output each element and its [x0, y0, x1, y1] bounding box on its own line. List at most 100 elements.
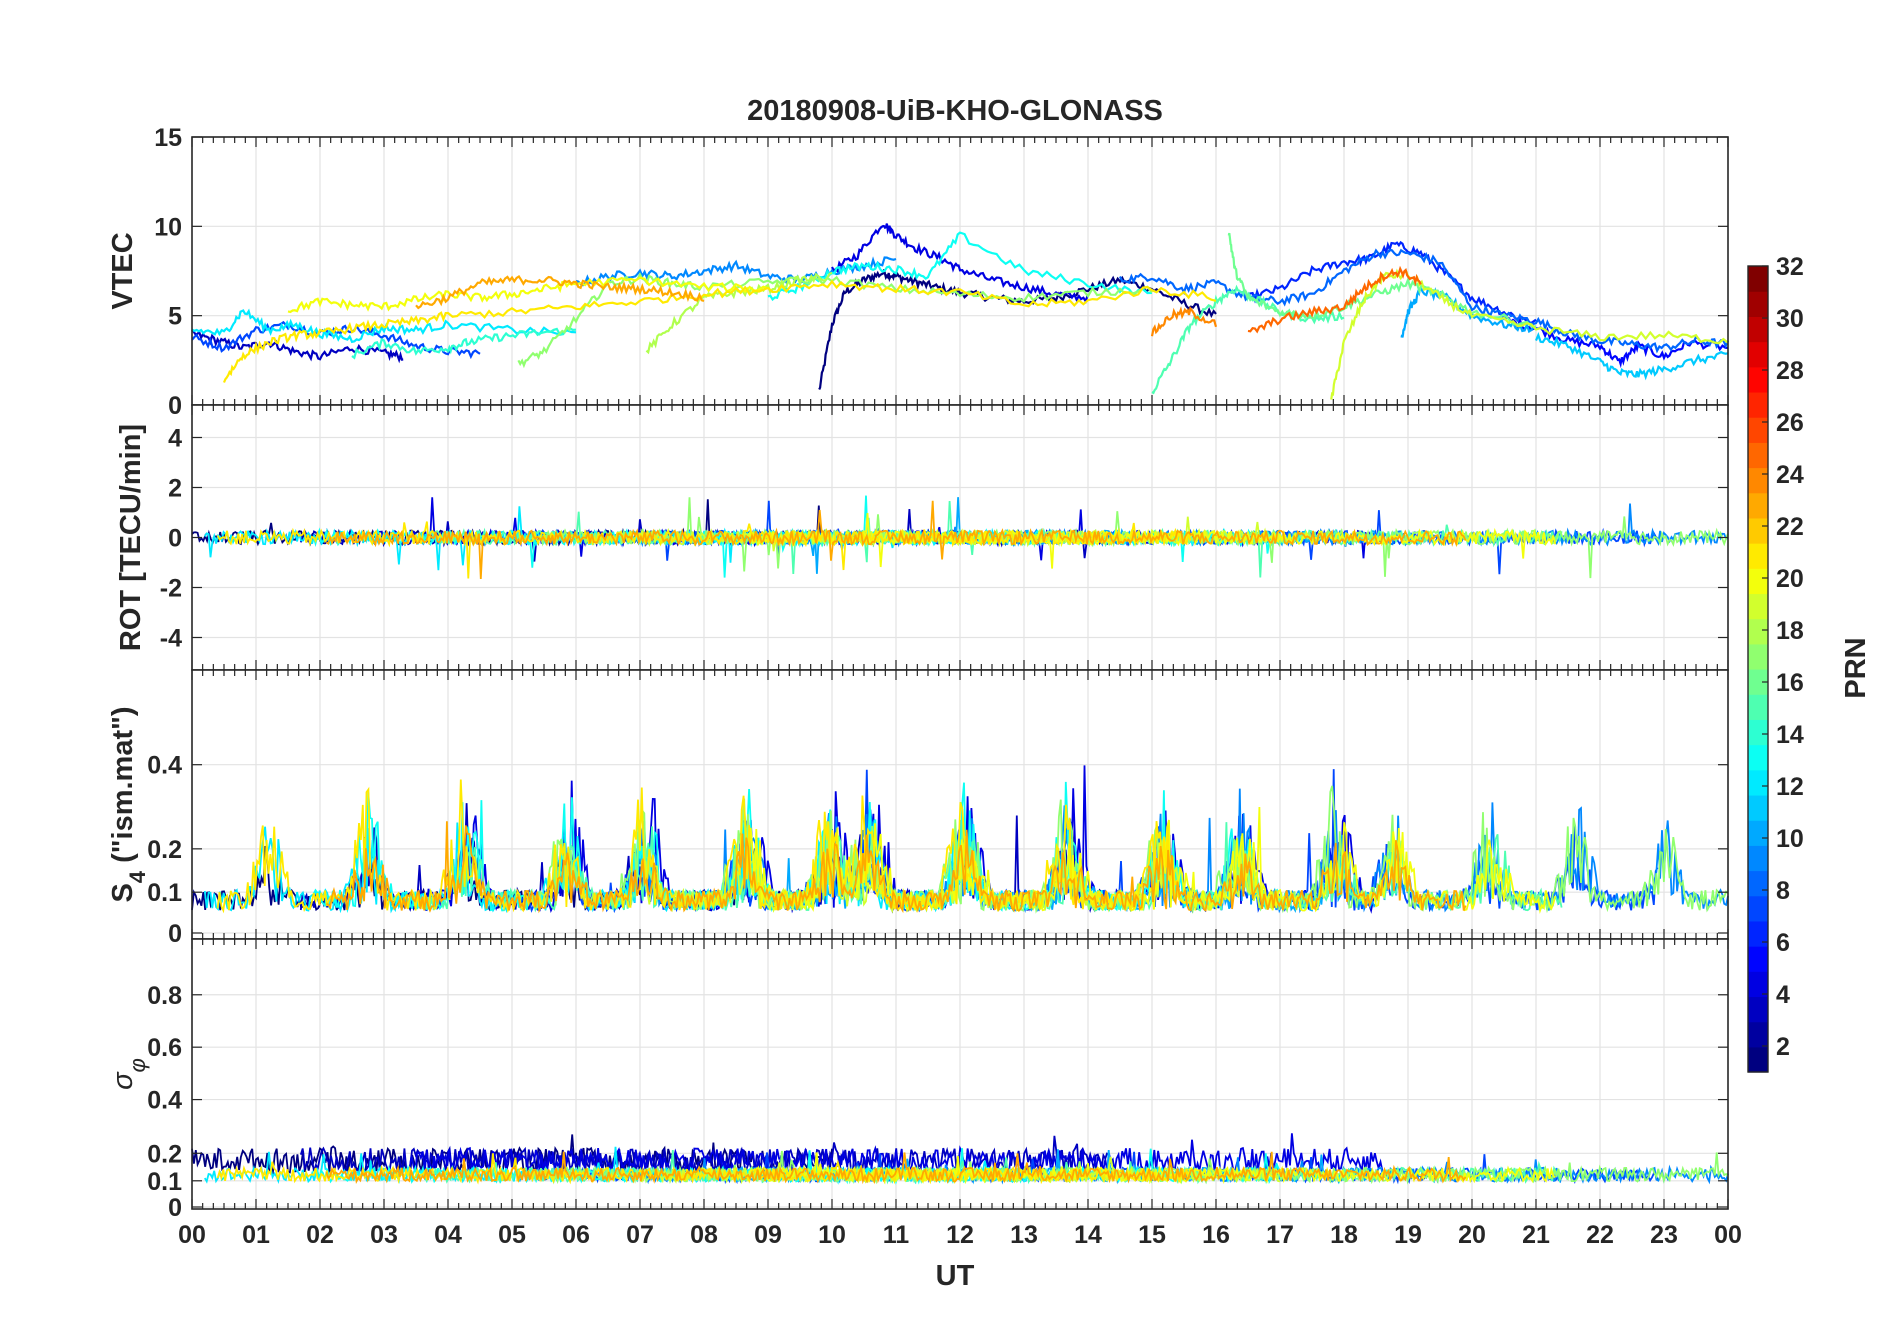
series-group	[191, 1133, 1729, 1185]
y-tick-label: 0	[168, 1194, 182, 1222]
series-prn-25	[1247, 265, 1422, 334]
colorbar-segment	[1748, 895, 1768, 922]
colorbar-tick-label: 10	[1776, 825, 1804, 853]
y-tick-label: 0	[168, 525, 182, 553]
x-tick-label: 18	[1330, 1221, 1358, 1249]
colorbar-segment	[1748, 946, 1768, 972]
colorbar-tick-label: 30	[1776, 305, 1804, 333]
colorbar-segment	[1748, 341, 1768, 368]
x-tick-label: 22	[1586, 1221, 1614, 1249]
y-axis-label: S4 ("ism.mat")	[107, 706, 150, 902]
chart-title: 20180908-UiB-KHO-GLONASS	[747, 95, 1163, 127]
y-tick-label: 5	[168, 303, 182, 331]
colorbar-segment	[1748, 1021, 1768, 1048]
colorbar-segment	[1748, 971, 1768, 998]
series-prn-23	[325, 1151, 1467, 1185]
colorbar-tick-label: 20	[1776, 565, 1804, 593]
series-prn-12	[191, 308, 577, 344]
x-tick-label: 11	[883, 1221, 910, 1249]
colorbar-segment	[1748, 845, 1768, 872]
colorbar-segment	[1748, 1046, 1768, 1073]
panel-2: -4 -2 0 2 4 ROT [TECU/min]	[115, 404, 1729, 671]
colorbar-segment	[1748, 643, 1768, 670]
y-tick-label: 10	[154, 213, 182, 241]
tick-marks	[191, 670, 1729, 939]
colorbar-segment	[1748, 517, 1768, 544]
colorbar-tick-label: 24	[1776, 461, 1804, 489]
series-prn-3	[191, 328, 404, 364]
colorbar-tick-label: 32	[1776, 253, 1804, 281]
x-tick-label: 05	[498, 1221, 526, 1249]
y-tick-label: 0.2	[147, 836, 182, 864]
panel-3: 0 0.1 0.2 0.4S4 ("ism.mat")	[107, 669, 1729, 948]
tick-marks	[191, 939, 1729, 1209]
colorbar-segment	[1748, 492, 1768, 519]
y-tick-label: 0.4	[147, 752, 182, 780]
colorbar-segment	[1748, 694, 1768, 720]
panel-4: 00.10.2 0.4 0.6 0.8 σφ	[107, 938, 1729, 1222]
colorbar-segment	[1748, 744, 1768, 771]
colorbar-tick-label: 8	[1776, 877, 1790, 905]
y-tick-label: 0.4	[147, 1087, 182, 1115]
tick-marks	[191, 405, 1729, 670]
x-tick-label: 08	[690, 1221, 718, 1249]
colorbar-segment	[1748, 467, 1768, 494]
x-tick-label: 19	[1394, 1221, 1422, 1249]
series-group	[191, 223, 1729, 400]
x-tick-label: 03	[370, 1221, 398, 1249]
colorbar-tick-label: 12	[1776, 773, 1804, 801]
colorbar-tick-label: 16	[1776, 669, 1804, 697]
colorbar-segment	[1748, 593, 1768, 620]
y-tick-label: -4	[160, 625, 182, 653]
y-axis-label: VTEC	[107, 232, 139, 309]
series-prn-1	[818, 269, 1217, 390]
y-tick-label: 0.6	[147, 1034, 182, 1062]
panel-1: 0 5 10 15 VTEC	[107, 124, 1729, 420]
colorbar-segment	[1748, 920, 1768, 947]
x-tick-label: 23	[1650, 1221, 1678, 1249]
y-tick-label: -2	[160, 575, 182, 603]
x-tick-label: 01	[242, 1221, 270, 1249]
colorbar-segment	[1748, 543, 1768, 569]
colorbar-tick-label: 28	[1776, 357, 1804, 385]
colorbar-segment	[1748, 996, 1768, 1023]
y-tick-label: 0.1	[147, 879, 182, 907]
colorbar-segment	[1748, 719, 1768, 746]
series-prn-20	[287, 276, 769, 314]
colorbar-tick-label: 2	[1776, 1033, 1790, 1061]
x-tick-label: 10	[818, 1221, 846, 1249]
y-tick-label: 0	[168, 392, 182, 420]
colorbar-segment	[1748, 568, 1768, 595]
y-axis-label: σφ	[107, 1058, 150, 1090]
y-tick-label: 0.8	[147, 982, 182, 1010]
series-prn-11	[1534, 332, 1729, 381]
x-tick-label: 00	[1714, 1221, 1742, 1249]
colorbar-segment	[1748, 820, 1768, 846]
x-tick-label: 02	[306, 1221, 334, 1249]
x-tick-label: 12	[946, 1221, 974, 1249]
y-tick-label: 4	[168, 425, 182, 453]
y-tick-label: 0.1	[147, 1168, 182, 1196]
colorbar-segment	[1748, 794, 1768, 821]
series-prn-23	[325, 500, 1467, 580]
x-tick-label: 09	[754, 1221, 782, 1249]
series-group	[191, 495, 1729, 580]
x-tick-label: 15	[1138, 1221, 1166, 1249]
y-tick-label: 15	[154, 124, 182, 152]
colorbar-segment	[1748, 870, 1768, 897]
x-tick-label: 04	[434, 1221, 462, 1249]
series-prn-14	[351, 326, 577, 360]
series-prn-23	[325, 821, 1467, 914]
y-axis-label: ROT [TECU/min]	[115, 424, 147, 651]
colorbar-tick-label: 14	[1776, 721, 1804, 749]
x-tick-label: 20	[1458, 1221, 1486, 1249]
colorbar-segment	[1748, 291, 1768, 317]
colorbar-tick-label: 4	[1776, 981, 1790, 1009]
colorbar-tick-label: 6	[1776, 929, 1790, 957]
colorbar-segment	[1748, 366, 1768, 393]
colorbar-segment	[1748, 266, 1768, 292]
series-prn-6	[1247, 240, 1537, 325]
